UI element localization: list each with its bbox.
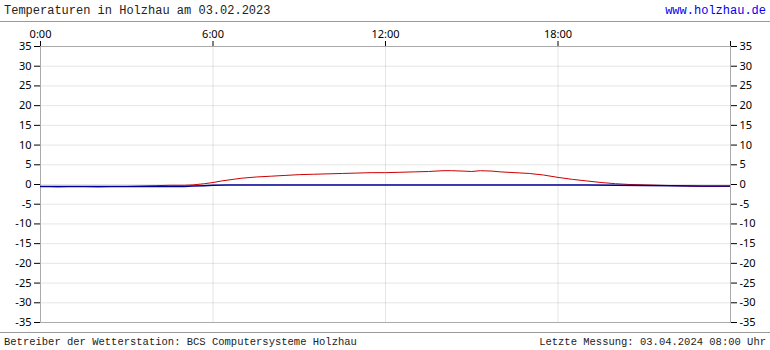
svg-text:25: 25 [19,77,32,92]
svg-text:18:00: 18:00 [544,26,572,41]
svg-text:30: 30 [740,58,753,73]
svg-text:-15: -15 [740,235,756,250]
svg-text:6:00: 6:00 [202,26,224,41]
svg-text:-10: -10 [740,215,756,230]
svg-text:12:00: 12:00 [371,26,399,41]
svg-text:-35: -35 [740,314,756,329]
svg-text:10: 10 [19,137,32,152]
svg-text:0: 0 [25,176,31,191]
svg-text:-35: -35 [15,314,31,329]
svg-text:-25: -25 [740,275,756,290]
svg-text:30: 30 [19,58,32,73]
svg-text:10: 10 [740,137,753,152]
html-text:Temperaturen in Holzhau am 03.: Temperaturen in Holzhau am 03.02.2023 [4,3,271,18]
svg-text:-5: -5 [22,196,32,211]
svg-text:35: 35 [740,38,753,53]
html-text:Letzte Messung: 03.04.2024 08:: Letzte Messung: 03.04.2024 08:00 Uhr [539,335,766,348]
svg-text:-20: -20 [15,255,31,270]
html-text:www.holzhau.de: www.holzhau.de [665,3,766,18]
svg-text:-10: -10 [15,215,31,230]
svg-text:-30: -30 [740,294,756,309]
svg-text:5: 5 [25,156,31,171]
svg-text:-25: -25 [15,275,31,290]
svg-text:-5: -5 [740,196,750,211]
svg-text:0: 0 [740,176,746,191]
svg-text:-30: -30 [15,294,31,309]
svg-text:-15: -15 [15,235,31,250]
svg-text:15: 15 [740,117,753,132]
svg-text:35: 35 [18,38,32,53]
svg-text:20: 20 [19,97,32,112]
svg-text:5: 5 [740,156,746,171]
svg-text:15: 15 [19,117,32,132]
svg-text:20: 20 [740,97,753,112]
html-text:Betreiber der Wetterstation: B: Betreiber der Wetterstation: BCS Compute… [4,335,357,348]
svg-text:0:00: 0:00 [30,26,52,41]
svg-text:25: 25 [740,77,753,92]
svg-text:-20: -20 [740,255,756,270]
